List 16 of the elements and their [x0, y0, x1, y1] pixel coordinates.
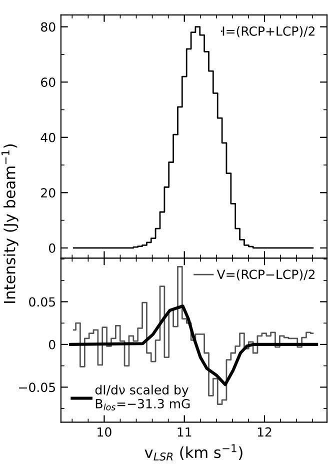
y-tick-label: 0.05 — [29, 297, 55, 307]
y-tick-label: 60 — [41, 78, 56, 88]
legend-label: I=(RCP+LCP)/2 — [222, 26, 314, 38]
x-tick-label: 10 — [98, 427, 112, 437]
y-tick-label: 80 — [41, 22, 56, 32]
y-tick-label: −0.05 — [19, 382, 55, 392]
legend-label: dI/dν scaled by B$_{los}$=−31.3 mG — [95, 384, 190, 410]
y-axis-title: Intensity (Jy beam$^{−1}$) — [2, 144, 18, 303]
x-tick-label: 12 — [258, 427, 272, 437]
y-tick-label: 40 — [40, 132, 56, 142]
y-tick-label: 0 — [48, 243, 56, 253]
y-tick-label: 0 — [48, 340, 56, 350]
x-axis-title: v$_{LSR}$ (km s$^{−1}$) — [144, 444, 242, 461]
x-tick-label: 11 — [178, 427, 192, 437]
y-tick-label: 20 — [41, 188, 56, 198]
legend-label: V=(RCP−LCP)/2 — [216, 269, 314, 281]
